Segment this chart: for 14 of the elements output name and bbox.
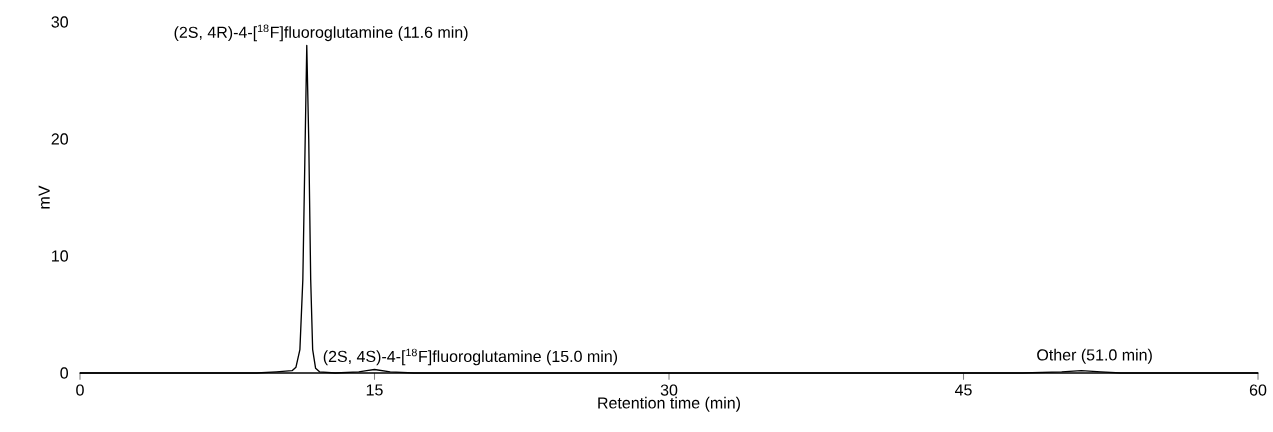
x-tick-label: 0 — [76, 384, 84, 396]
y-axis-title: mV — [38, 185, 50, 209]
x-axis-title: Retention time (min) — [598, 396, 740, 412]
annotation: (2S, 4S)-4-[$^{18}$F]fluoroglutamine (15.0 min) — [323, 348, 618, 366]
y-tick-label: 20 — [51, 133, 68, 145]
annotation: Other (51.0 min) — [1037, 348, 1152, 364]
y-tick-label: 0 — [60, 367, 69, 379]
y-tick-label: 10 — [52, 250, 68, 262]
y-tick-label: 30 — [51, 16, 68, 28]
x-tick-label: 15 — [366, 384, 383, 396]
annotation: (2S, 4R)-4-[$^{18}$F]fluoroglutamine (11.6 min) — [174, 24, 468, 42]
x-tick-label: 45 — [954, 384, 972, 396]
x-tick-label: 60 — [1249, 384, 1267, 396]
x-tick-label: 30 — [660, 384, 678, 396]
